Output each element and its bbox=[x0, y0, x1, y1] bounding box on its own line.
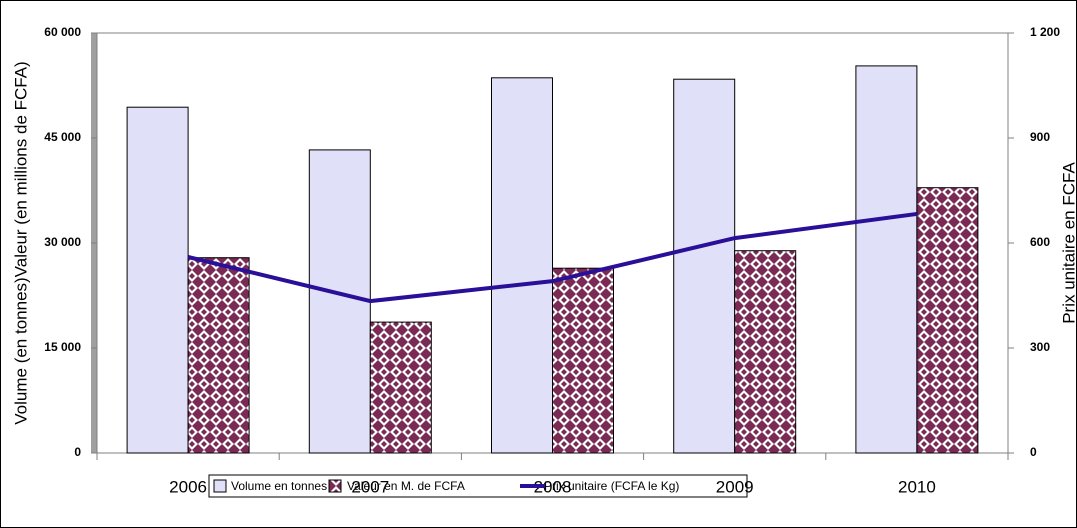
x-tick-label: 2007 bbox=[351, 477, 389, 496]
y2-axis-title: Prix unitaire en FCFA bbox=[1059, 162, 1077, 324]
y2-tick-label: 900 bbox=[1030, 130, 1050, 144]
bar bbox=[308, 149, 371, 454]
bar bbox=[916, 187, 979, 454]
legend-swatch bbox=[328, 479, 342, 493]
x-tick-label: 2006 bbox=[169, 477, 207, 496]
x-tick-label: 2009 bbox=[716, 477, 754, 496]
legend bbox=[208, 474, 748, 498]
y-tick-label: 60 000 bbox=[44, 25, 81, 39]
x-tick-label: 2010 bbox=[898, 477, 936, 496]
bar bbox=[369, 321, 432, 454]
y-tick-label: 30 000 bbox=[44, 235, 81, 249]
y2-tick-label: 300 bbox=[1030, 340, 1050, 354]
bar bbox=[187, 257, 250, 454]
y2-tick-label: 0 bbox=[1030, 445, 1037, 459]
legend-label: Volume en tonnes bbox=[231, 479, 327, 493]
line bbox=[187, 211, 918, 304]
bar bbox=[855, 65, 918, 454]
legend-label: Prix unitaire (FCFA le Kg) bbox=[544, 479, 679, 493]
y2-tick-label: 600 bbox=[1030, 235, 1050, 249]
y-tick-label: 0 bbox=[74, 445, 81, 459]
bar bbox=[491, 77, 553, 454]
legend-label: Valeur en M. de FCFA bbox=[347, 479, 465, 493]
x-tick-label: 2008 bbox=[534, 477, 572, 496]
y2-tick-label: 1 200 bbox=[1030, 25, 1060, 39]
bar bbox=[126, 106, 189, 454]
bar bbox=[552, 267, 614, 454]
bar bbox=[673, 78, 736, 454]
y-tick-label: 15 000 bbox=[44, 340, 81, 354]
y-tick-label: 45 000 bbox=[44, 130, 81, 144]
legend-swatch bbox=[213, 479, 227, 493]
bar bbox=[734, 250, 797, 454]
y-axis-title: Volume (en tonnes)Valeur (en millions de… bbox=[11, 61, 30, 424]
